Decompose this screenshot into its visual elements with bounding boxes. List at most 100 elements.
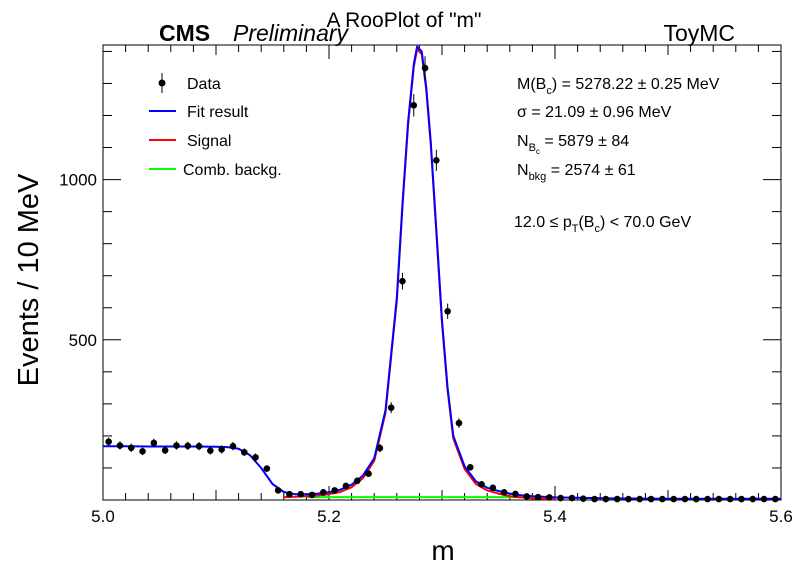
data-point bbox=[184, 441, 192, 451]
data-point bbox=[557, 494, 564, 502]
x-tick-label: 5.4 bbox=[543, 507, 567, 526]
data-point-marker bbox=[139, 447, 146, 455]
data-point-marker bbox=[421, 64, 429, 72]
data-point-marker bbox=[105, 438, 112, 445]
data-point-marker bbox=[647, 495, 655, 503]
fit-results: M(Bc) = 5278.22 ± 0.25 MeV σ = 21.09 ± 0… bbox=[514, 76, 720, 235]
data-point-marker bbox=[173, 442, 180, 449]
data-point bbox=[240, 448, 248, 457]
y-axis-label: Events / 10 MeV bbox=[13, 173, 45, 386]
data-point-marker bbox=[749, 495, 757, 503]
data-point bbox=[636, 495, 644, 503]
data-point bbox=[252, 453, 259, 462]
data-point-marker bbox=[297, 490, 305, 498]
data-point bbox=[308, 491, 316, 499]
data-point-marker bbox=[681, 495, 689, 503]
data-point bbox=[568, 494, 576, 502]
data-point bbox=[433, 149, 440, 171]
data-point-marker bbox=[579, 495, 587, 503]
data-point bbox=[659, 495, 666, 503]
data-point bbox=[263, 465, 271, 472]
pt-range: 12.0 ≤ pT(Bc) < 70.0 GeV bbox=[514, 214, 691, 235]
data-point bbox=[444, 303, 451, 319]
data-point-marker bbox=[591, 495, 598, 503]
legend-label-data: Data bbox=[187, 76, 221, 93]
data-point-marker bbox=[353, 477, 361, 485]
status-label: Preliminary bbox=[233, 20, 350, 46]
data-point bbox=[760, 495, 768, 503]
data-point-marker bbox=[659, 495, 666, 503]
data-point bbox=[613, 495, 621, 503]
data-point-marker bbox=[161, 447, 169, 454]
data-point-marker bbox=[308, 491, 316, 499]
data-point bbox=[602, 495, 610, 503]
data-point bbox=[546, 494, 553, 501]
data-point-marker bbox=[625, 495, 632, 503]
experiment-label: CMS bbox=[159, 20, 210, 46]
data-point-marker bbox=[613, 495, 621, 503]
signal-curve bbox=[283, 48, 556, 501]
data-point bbox=[704, 495, 711, 503]
data-point-marker bbox=[738, 495, 745, 503]
data-point bbox=[738, 495, 745, 503]
data-point-marker bbox=[240, 448, 248, 456]
data-point bbox=[772, 495, 779, 503]
data-point-marker bbox=[772, 495, 779, 503]
data-point-marker bbox=[760, 495, 768, 503]
data-point bbox=[455, 418, 463, 428]
data-point bbox=[139, 447, 146, 456]
data-point-marker bbox=[263, 465, 271, 472]
sample-label: ToyMC bbox=[663, 20, 735, 46]
data-point bbox=[478, 480, 485, 488]
data-point bbox=[286, 490, 293, 498]
chart-title: A RooPlot of "m" bbox=[327, 9, 482, 32]
data-point-marker bbox=[184, 442, 192, 450]
data-point-marker bbox=[252, 454, 259, 461]
data-point-marker bbox=[704, 495, 711, 503]
mass-result: M(Bc) = 5278.22 ± 0.25 MeV bbox=[517, 76, 720, 97]
data-point bbox=[274, 487, 282, 494]
data-point-marker bbox=[365, 470, 372, 478]
sigma-result: σ = 21.09 ± 0.96 MeV bbox=[517, 104, 672, 121]
data-point bbox=[399, 272, 406, 290]
data-point bbox=[489, 484, 497, 492]
data-point-marker bbox=[433, 157, 440, 164]
data-point bbox=[715, 495, 723, 503]
data-point bbox=[161, 446, 169, 455]
data-point-marker bbox=[387, 404, 395, 412]
data-point-marker bbox=[342, 482, 350, 490]
data-point bbox=[218, 445, 225, 454]
data-point bbox=[579, 495, 587, 503]
legend-label-signal: Signal bbox=[187, 133, 231, 150]
data-point-marker bbox=[489, 484, 497, 492]
data-point bbox=[647, 495, 655, 503]
data-point bbox=[195, 442, 203, 451]
data-point-marker bbox=[218, 446, 225, 453]
data-point-marker bbox=[150, 439, 158, 447]
y-tick-label: 500 bbox=[69, 331, 97, 350]
data-point bbox=[726, 495, 734, 503]
data-point-marker bbox=[534, 493, 542, 501]
data-point bbox=[410, 94, 418, 117]
data-point bbox=[692, 495, 700, 503]
data-point-marker bbox=[410, 101, 418, 109]
data-point-marker bbox=[116, 442, 124, 449]
data-point-marker bbox=[692, 495, 700, 503]
data-points bbox=[105, 56, 779, 503]
legend-marker-data bbox=[158, 73, 166, 93]
data-point bbox=[534, 493, 542, 501]
fit-curves bbox=[103, 45, 781, 501]
data-point-marker bbox=[444, 307, 451, 315]
data-point bbox=[342, 482, 350, 490]
data-point-marker bbox=[455, 419, 463, 427]
data-point bbox=[150, 438, 158, 448]
data-point bbox=[173, 441, 180, 450]
data-point bbox=[116, 441, 124, 450]
nbkg-result: Nbkg = 2574 ± 61 bbox=[517, 162, 636, 183]
data-point bbox=[625, 495, 632, 503]
data-point-marker bbox=[399, 277, 406, 285]
data-point-marker bbox=[523, 493, 531, 500]
data-point bbox=[500, 489, 508, 496]
x-tick-label: 5.6 bbox=[769, 507, 793, 526]
